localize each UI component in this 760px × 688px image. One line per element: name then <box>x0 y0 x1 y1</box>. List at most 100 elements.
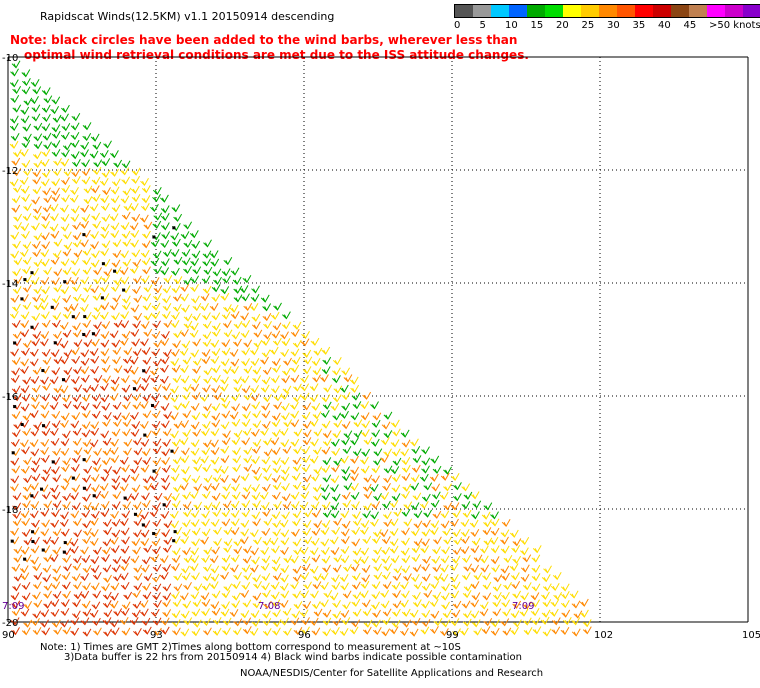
wind-barb <box>203 563 212 572</box>
wind-barb <box>62 231 72 240</box>
wind-barb <box>83 465 93 474</box>
wind-barb <box>262 600 272 609</box>
wind-barb <box>61 149 70 158</box>
wind-barb <box>203 239 212 248</box>
wind-barb <box>451 555 461 564</box>
wind-barb <box>322 438 332 447</box>
lat-label: -12 <box>2 166 18 177</box>
contamination-marker <box>173 530 177 534</box>
wind-barb <box>432 591 442 600</box>
wind-barb <box>492 608 502 617</box>
lon-label: 96 <box>298 630 311 641</box>
wind-barb <box>282 501 292 510</box>
wind-barb <box>299 609 309 618</box>
legend-label: 10 <box>505 20 518 31</box>
wind-barb <box>122 258 132 267</box>
wind-barb <box>343 374 353 383</box>
wind-barb <box>231 403 240 412</box>
wind-barb <box>302 520 312 529</box>
wind-barb <box>202 250 212 259</box>
wind-barb <box>531 617 541 626</box>
wind-barb <box>160 474 170 484</box>
wind-barb <box>303 356 313 365</box>
wind-barb <box>280 349 290 358</box>
wind-barb <box>240 330 250 339</box>
wind-barb <box>90 259 100 268</box>
wind-barb <box>263 331 272 340</box>
wind-barb <box>310 590 319 599</box>
wind-barb <box>203 474 213 484</box>
wind-barb <box>101 169 111 178</box>
wind-barb <box>81 421 91 430</box>
wind-barb <box>371 429 381 438</box>
wind-barb <box>101 158 111 167</box>
wind-barb <box>62 142 72 151</box>
wind-barb <box>349 626 359 635</box>
wind-barb <box>132 437 142 446</box>
wind-barb <box>71 176 81 185</box>
wind-barb <box>490 619 500 628</box>
wind-barb <box>410 438 419 447</box>
wind-barb <box>90 427 100 436</box>
wind-barb <box>312 493 322 502</box>
time-labels: 7:09 7:08 7:09 <box>2 601 534 612</box>
wind-barb <box>429 599 439 608</box>
wind-barb <box>391 428 401 437</box>
wind-barb <box>389 545 399 554</box>
wind-barb <box>89 529 99 538</box>
wind-barb <box>301 482 311 491</box>
wind-barb <box>241 385 251 394</box>
wind-barb <box>32 366 42 375</box>
wind-barb <box>320 409 330 419</box>
wind-barb <box>82 247 92 256</box>
wind-barb <box>260 502 270 511</box>
wind-barb <box>233 546 243 555</box>
wind-barb <box>10 457 20 466</box>
wind-barbs <box>9 60 592 637</box>
wind-barb <box>102 375 111 384</box>
wind-barb <box>560 599 570 609</box>
wind-barb <box>250 358 260 367</box>
wind-barb <box>90 474 100 483</box>
wind-barb <box>50 608 60 618</box>
wind-barb <box>21 592 31 601</box>
wind-barb <box>443 502 453 511</box>
wind-barb <box>60 447 70 457</box>
wind-barb <box>501 599 511 608</box>
wind-barb <box>350 455 359 464</box>
wind-barb <box>421 528 431 537</box>
wind-barb <box>462 554 471 564</box>
wind-barb <box>331 627 340 636</box>
wind-barb <box>99 149 109 159</box>
wind-barb <box>20 358 29 367</box>
wind-barb <box>82 493 91 502</box>
wind-barb <box>290 491 300 500</box>
wind-barb <box>72 329 82 338</box>
wind-barb <box>411 554 421 563</box>
wind-barb <box>322 356 332 365</box>
wind-barb <box>369 483 379 493</box>
wind-barb <box>41 213 51 222</box>
wind-barb <box>380 600 390 609</box>
wind-barb <box>301 330 310 340</box>
wind-barb <box>363 491 373 500</box>
wind-barb <box>412 564 422 573</box>
wind-barb <box>91 212 101 221</box>
wind-barb <box>510 627 519 636</box>
wind-barb <box>201 410 211 419</box>
wind-barb <box>530 592 540 601</box>
wind-barb <box>51 581 61 590</box>
wind-barb <box>323 384 333 393</box>
wind-barb <box>401 608 411 617</box>
wind-barb <box>131 175 141 184</box>
wind-barb <box>20 403 30 412</box>
wind-barb <box>11 429 21 438</box>
wind-barb <box>132 275 142 284</box>
wind-barb <box>502 608 511 617</box>
wind-barb <box>133 564 143 573</box>
wind-barb <box>172 484 182 493</box>
wind-barb <box>121 556 131 565</box>
wind-barb <box>241 564 251 573</box>
wind-barb <box>519 608 529 617</box>
